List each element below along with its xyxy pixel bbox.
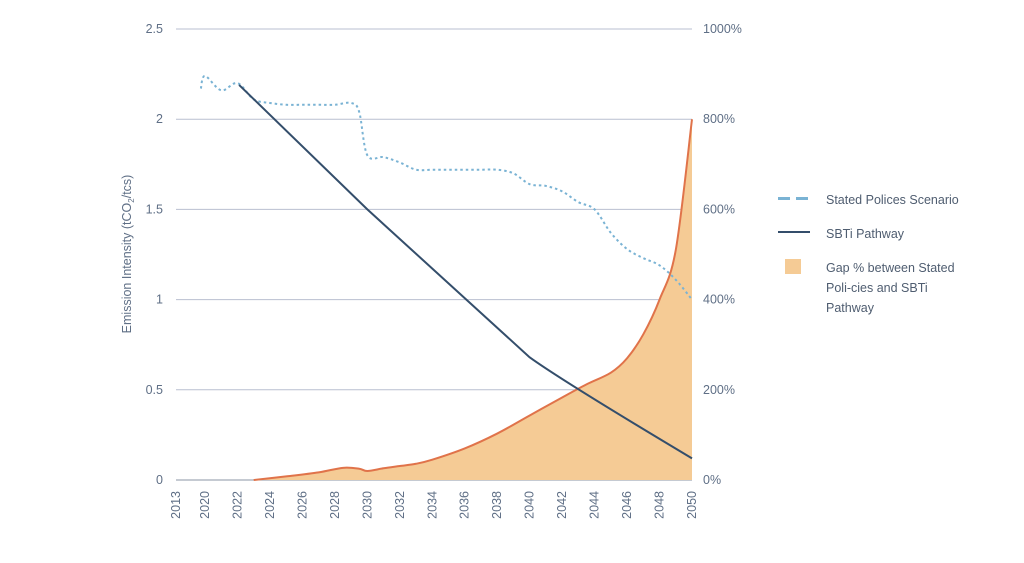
stated-policies-line — [199, 74, 693, 301]
legend-solid-line-icon — [778, 224, 810, 240]
x-tick-label: 2030 — [360, 491, 374, 519]
y-tick-label: 2 — [156, 112, 163, 126]
y2-tick-label: 600% — [703, 202, 735, 216]
x-tick-label: 2046 — [620, 491, 634, 519]
x-tick-label: 2038 — [490, 491, 504, 519]
gap-line — [253, 119, 693, 481]
y-tick-label: 0.5 — [146, 383, 163, 397]
y-axis-title-part1: Emission Intensity (tCO — [120, 202, 134, 333]
legend-item-gap: Gap % between Stated Poli-cies and SBTi … — [778, 258, 998, 318]
y-axis-title: Emission Intensity (tCO2/tcs) — [120, 175, 136, 334]
x-tick-label: 2034 — [425, 491, 439, 519]
y2-tick-label: 0% — [703, 473, 721, 487]
y-axis-left: 0 0.5 1 1.5 2 2.5 — [146, 22, 163, 487]
x-tick-label: 2032 — [393, 491, 407, 519]
x-tick-label: 2013 — [169, 491, 183, 519]
y-tick-label: 1 — [156, 293, 163, 307]
x-tick-label: 2020 — [198, 491, 212, 519]
x-tick-label: 2044 — [588, 491, 602, 519]
y-tick-label: 2.5 — [146, 22, 163, 36]
legend-label: Gap % between Stated Poli-cies and SBTi … — [826, 261, 955, 315]
y2-tick-label: 800% — [703, 112, 735, 126]
y2-tick-label: 1000% — [703, 22, 742, 36]
y2-tick-label: 400% — [703, 293, 735, 307]
x-tick-label: 2048 — [653, 491, 667, 519]
x-tick-label: 2040 — [523, 491, 537, 519]
x-tick-label: 2036 — [458, 491, 472, 519]
sbti-pathway-line — [238, 84, 693, 460]
x-tick-label: 2022 — [230, 491, 244, 519]
y-tick-label: 0 — [156, 473, 163, 487]
legend-area-swatch-icon — [778, 258, 810, 274]
x-tick-label: 2028 — [328, 491, 342, 519]
x-tick-label: 2042 — [555, 491, 569, 519]
y2-tick-label: 200% — [703, 383, 735, 397]
y-axis-title-subscript: 2 — [127, 198, 136, 203]
x-tick-label: 2050 — [685, 491, 699, 519]
legend-label: Stated Polices Scenario — [826, 193, 959, 207]
legend-label: SBTi Pathway — [826, 227, 905, 241]
y-axis-right: 0% 200% 400% 600% 800% 1000% — [703, 22, 742, 487]
legend: Stated Polices Scenario SBTi Pathway Gap… — [778, 190, 998, 332]
legend-dashed-line-icon — [778, 190, 810, 206]
gap-area — [253, 119, 692, 480]
x-tick-label: 2024 — [263, 491, 277, 519]
x-axis: 2013 2020 2022 2024 2026 2028 2030 2032 2034 2036… — [169, 491, 699, 519]
legend-item-stated-policies: Stated Polices Scenario — [778, 190, 998, 210]
legend-item-sbti: SBTi Pathway — [778, 224, 998, 244]
y-axis-title-part3: /tcs) — [120, 175, 134, 199]
x-tick-label: 2026 — [295, 491, 309, 519]
y-tick-label: 1.5 — [146, 202, 163, 216]
